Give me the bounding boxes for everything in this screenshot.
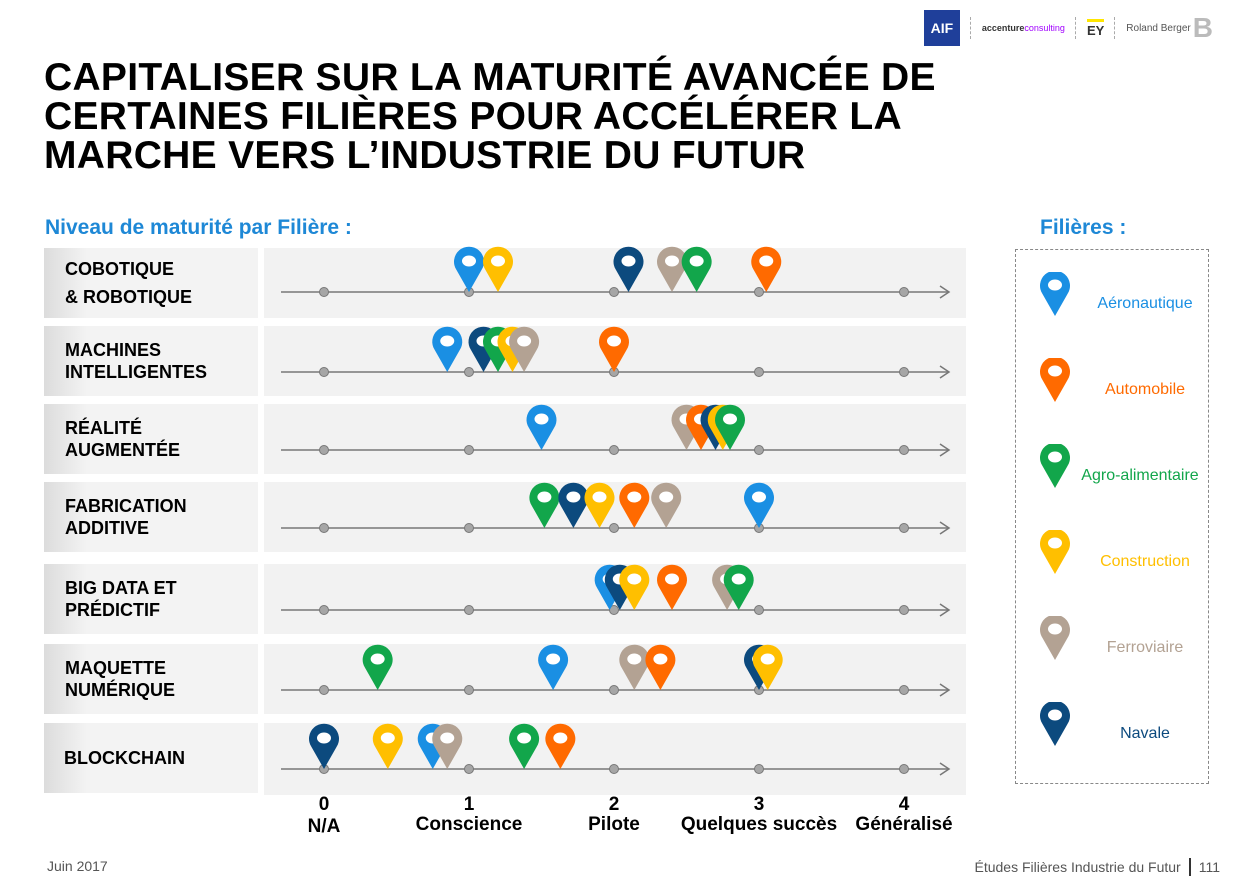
chart-subtitle: Niveau de maturité par Filière : <box>45 216 352 239</box>
category-track <box>264 326 966 396</box>
x-tick-number: 0 <box>318 794 330 815</box>
consulting-text: consulting <box>1024 23 1065 33</box>
accenture-text: accenture <box>981 23 1025 33</box>
x-tick-sublabel: Pilote <box>588 814 640 835</box>
legend-label: Automobile <box>1104 381 1186 398</box>
x-tick-sublabel: N/A <box>307 816 341 837</box>
legend-item: Aéronautique <box>1016 272 1210 332</box>
legend-label: Construction <box>1100 553 1190 570</box>
x-tick-number: 1 <box>463 794 475 815</box>
legend-label: Navale <box>1120 725 1170 742</box>
category-label: MACHINES INTELLIGENTES <box>44 326 258 396</box>
x-tick-number: 3 <box>753 794 765 815</box>
category-label-line: MAQUETTE <box>65 658 166 678</box>
legend-title: Filières : <box>1040 216 1127 239</box>
category-label: BLOCKCHAIN <box>44 723 258 793</box>
footer-divider <box>1188 858 1191 876</box>
footer-source: Études Filières Industrie du Futur 111 <box>974 858 1220 876</box>
legend-label: Aéronautique <box>1097 295 1193 312</box>
category-track <box>264 564 966 634</box>
roland-berger-mark: B <box>1192 12 1213 43</box>
legend-item: Automobile <box>1016 358 1210 418</box>
map-pin-icon <box>1040 616 1070 660</box>
legend-label: Agro-alimentaire <box>1081 467 1199 484</box>
x-tick-label: 4 Généralisé <box>855 795 952 835</box>
category-label-line: FABRICATION <box>65 496 187 516</box>
category-label-line: COBOTIQUE <box>65 259 175 279</box>
map-pin-icon <box>1040 530 1070 574</box>
title-line: CERTAINES FILIÈRES POUR ACCÉLÉRER LA <box>44 95 903 138</box>
accenture-logo: accentureconsulting <box>982 23 1065 33</box>
x-tick-sublabel: Conscience <box>415 814 523 835</box>
title-line: MARCHE VERS L’INDUSTRIE DU FUTUR <box>44 134 806 177</box>
x-tick-number: 2 <box>608 794 620 815</box>
category-label: BIG DATA ET PRÉDICTIF <box>44 564 258 634</box>
category-label: FABRICATION ADDITIVE <box>44 482 258 552</box>
footer-date: Juin 2017 <box>47 858 108 874</box>
category-track <box>264 482 966 552</box>
x-tick-sublabel: Généralisé <box>855 814 953 835</box>
category-label-line: & ROBOTIQUE <box>65 287 193 307</box>
map-pin-icon <box>1040 444 1070 488</box>
title-line: CAPITALISER SUR LA MATURITÉ AVANCÉE DE <box>44 56 936 99</box>
roland-berger-text: Roland Berger <box>1126 22 1191 34</box>
roland-berger-logo: Roland Berger B <box>1126 12 1213 44</box>
legend-item: Ferroviaire <box>1016 616 1210 676</box>
ey-logo: EY <box>1086 18 1105 38</box>
category-label-line: BIG DATA ET <box>65 578 177 598</box>
page-number: 111 <box>1198 859 1220 875</box>
logo-divider <box>1074 17 1077 39</box>
x-tick-label: 1 Conscience <box>416 795 523 835</box>
category-label-line: ADDITIVE <box>65 518 150 538</box>
category-label-line: MACHINES <box>65 340 162 360</box>
category-label: COBOTIQUE & ROBOTIQUE <box>44 248 258 318</box>
x-tick-number: 4 <box>898 794 910 815</box>
category-label-line: NUMÉRIQUE <box>65 680 176 700</box>
category-label-line: BLOCKCHAIN <box>64 748 185 768</box>
category-track <box>264 404 966 474</box>
x-tick-sublabel: Quelques succès <box>680 814 838 835</box>
x-tick-label: 2 Pilote <box>588 795 640 835</box>
aif-logo: AIF <box>923 10 960 46</box>
logo-divider <box>1114 17 1116 39</box>
x-tick-label: 0 N/A <box>308 795 341 837</box>
category-label: MAQUETTE NUMÉRIQUE <box>44 644 258 714</box>
category-track <box>264 248 966 318</box>
legend-item: Agro-alimentaire <box>1016 444 1210 504</box>
category-track <box>264 723 966 795</box>
legend-item: Construction <box>1016 530 1210 590</box>
logo-divider <box>969 17 972 39</box>
footer-source-text: Études Filières Industrie du Futur <box>974 859 1181 875</box>
legend-label: Ferroviaire <box>1106 639 1184 656</box>
category-label-line: INTELLIGENTES <box>65 362 208 382</box>
x-tick-label: 3 Quelques succès <box>681 795 837 835</box>
category-label-line: PRÉDICTIF <box>65 600 161 620</box>
category-label-line: AUGMENTÉE <box>65 440 181 460</box>
category-label-line: RÉALITÉ <box>65 418 143 438</box>
legend: Aéronautique Automobile Agro-alimentaire Co… <box>1015 249 1209 784</box>
category-track <box>264 644 966 714</box>
map-pin-icon <box>1040 272 1070 316</box>
category-label: RÉALITÉ AUGMENTÉE <box>44 404 258 474</box>
map-pin-icon <box>1040 702 1070 746</box>
page-title: CAPITALISER SUR LA MATURITÉ AVANCÉE DE C… <box>44 58 1144 175</box>
map-pin-icon <box>1040 358 1070 402</box>
legend-item: Navale <box>1016 702 1210 762</box>
partner-logos: AIF accentureconsulting EY Roland Berger… <box>923 8 1213 48</box>
